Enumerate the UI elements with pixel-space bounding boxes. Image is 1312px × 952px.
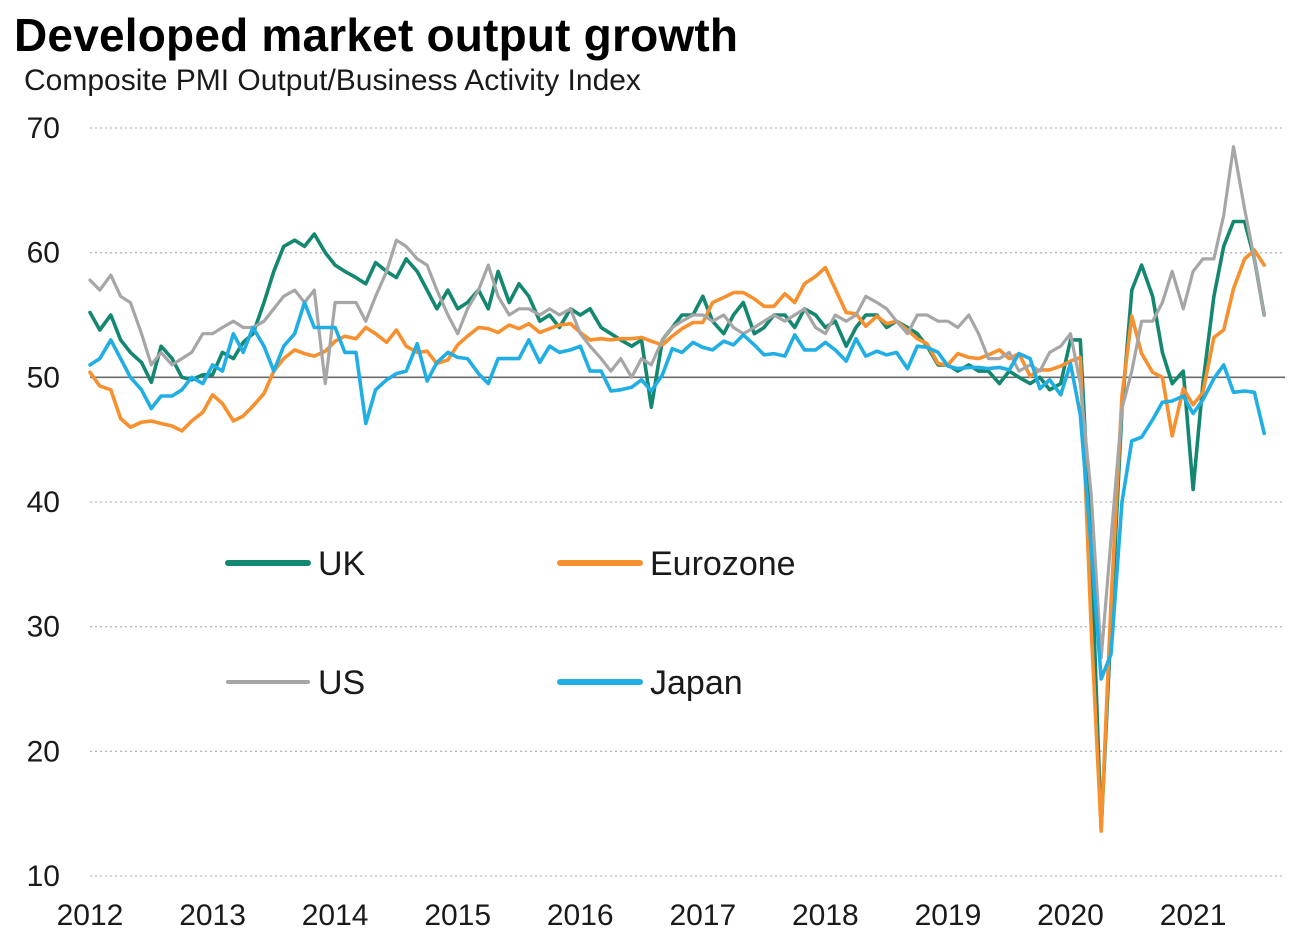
y-tick-label: 30 <box>27 611 60 644</box>
x-tick-label: 2020 <box>1037 899 1104 932</box>
legend: UK Eurozone US Japan <box>225 545 796 702</box>
y-tick-label: 10 <box>27 860 60 893</box>
y-axis-ticks: 10 20 30 40 50 60 70 <box>27 112 60 893</box>
legend-label-us: US <box>318 664 365 702</box>
x-tick-label: 2021 <box>1160 899 1227 932</box>
series-line-uk <box>88 219 1266 831</box>
y-tick-label: 60 <box>27 237 60 270</box>
y-tick-label: 40 <box>27 486 60 519</box>
series-line-us <box>88 145 1266 660</box>
x-tick-label: 2012 <box>57 899 124 932</box>
x-tick-label: 2019 <box>915 899 982 932</box>
chart-subtitle: Composite PMI Output/Business Activity I… <box>24 64 641 97</box>
legend-label-uk: UK <box>318 545 366 583</box>
x-tick-label: 2016 <box>547 899 614 932</box>
x-tick-label: 2014 <box>302 899 369 932</box>
y-tick-label: 50 <box>27 361 60 394</box>
x-axis-ticks: 2012 2013 2014 2015 2016 2017 2018 2019 2020 2021 <box>57 899 1227 932</box>
y-tick-label: 70 <box>27 112 60 145</box>
x-tick-label: 2017 <box>669 899 736 932</box>
chart-title: Developed market output growth <box>14 9 739 61</box>
series-line-eurozone <box>88 248 1266 833</box>
x-tick-label: 2018 <box>792 899 859 932</box>
x-tick-label: 2013 <box>179 899 246 932</box>
x-tick-label: 2015 <box>424 899 491 932</box>
legend-label-eurozone: Eurozone <box>650 545 796 583</box>
series-lines <box>88 145 1266 833</box>
legend-label-japan: Japan <box>650 664 743 702</box>
y-tick-label: 20 <box>27 735 60 768</box>
series-line-japan <box>88 300 1266 681</box>
